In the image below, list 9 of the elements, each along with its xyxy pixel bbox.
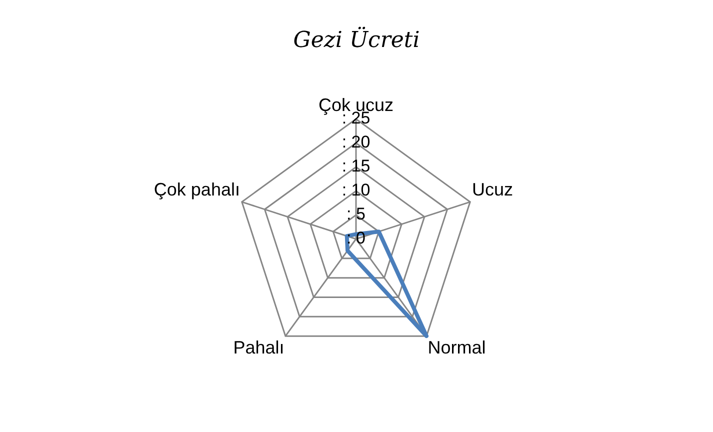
chart-title: Gezi Ücreti	[293, 26, 420, 53]
y-tick-label: : 15	[342, 156, 370, 176]
y-tick-label: : 10	[342, 180, 370, 200]
spoke-label: Çok pahalı	[154, 179, 240, 200]
y-tick-label: : 5	[346, 204, 366, 224]
spoke-label: Normal	[428, 337, 486, 358]
spoke-label: Pahalı	[233, 337, 284, 358]
y-tick-label: : 20	[342, 132, 370, 152]
spoke-label: Ucuz	[472, 179, 514, 200]
